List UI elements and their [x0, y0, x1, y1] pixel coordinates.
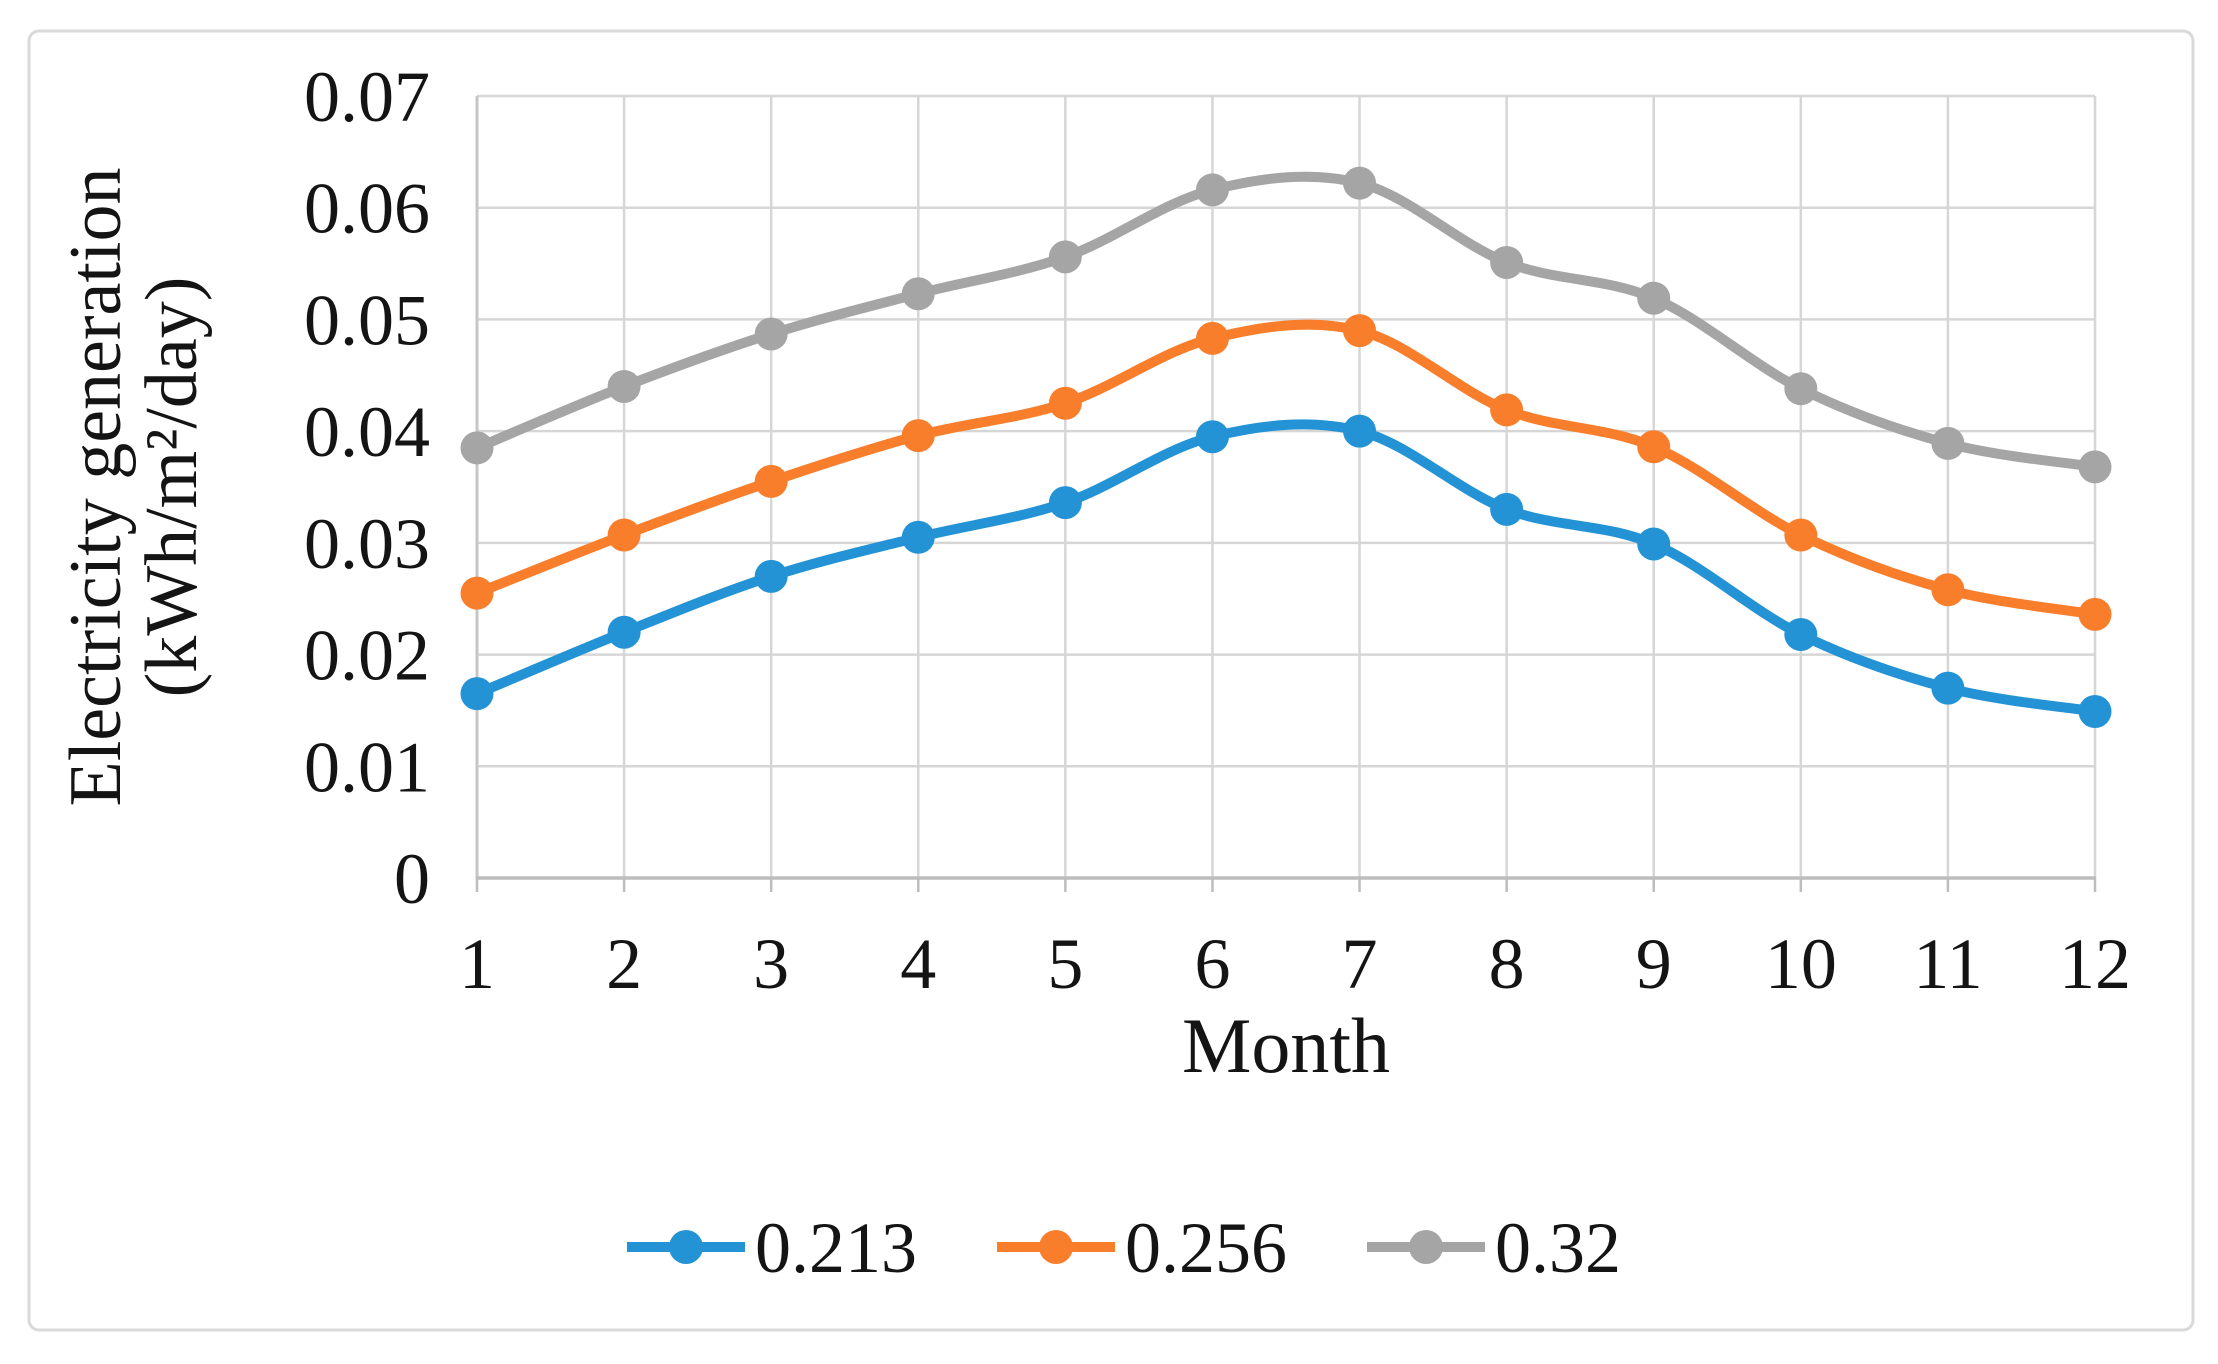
data-point-marker: [460, 431, 494, 465]
y-tick-label: 0.03: [304, 504, 430, 584]
data-point-marker: [1784, 518, 1818, 552]
data-point-marker: [754, 317, 788, 351]
y-tick-label: 0.02: [304, 616, 430, 696]
data-point-marker: [1490, 393, 1524, 427]
data-point-marker: [460, 576, 494, 610]
legend-item-label: 0.32: [1495, 1208, 1621, 1288]
data-point-marker: [1195, 321, 1229, 355]
data-point-marker: [1195, 420, 1229, 454]
legend-marker-dot: [1039, 1230, 1073, 1264]
axes: [475, 96, 2097, 892]
x-tick-label: 11: [1913, 924, 1982, 1004]
legend-item: 0.256: [997, 1208, 1287, 1288]
data-point-marker: [1637, 527, 1671, 561]
series-0.256: [460, 314, 2112, 631]
x-tick-label: 1: [459, 924, 495, 1004]
data-point-marker: [2078, 695, 2112, 729]
x-tick-label: 2: [606, 924, 642, 1004]
data-point-marker: [1343, 166, 1377, 200]
legend-item-label: 0.213: [755, 1208, 917, 1288]
series-0.213: [460, 414, 2112, 729]
x-tick-label: 4: [900, 924, 936, 1004]
x-tick-label: 7: [1342, 924, 1378, 1004]
legend-marker-dot: [669, 1230, 703, 1264]
data-point-marker: [1784, 617, 1818, 651]
x-tick-label: 6: [1194, 924, 1230, 1004]
legend-marker-dot: [1409, 1230, 1443, 1264]
y-tick-label: 0.01: [304, 727, 430, 807]
x-tick-label: 3: [753, 924, 789, 1004]
data-point-marker: [2078, 597, 2112, 631]
data-point-marker: [1931, 671, 1965, 705]
data-point-marker: [607, 369, 641, 403]
data-point-marker: [1490, 492, 1524, 526]
data-point-marker: [1048, 386, 1082, 420]
legend-item: 0.213: [627, 1208, 917, 1288]
legend-item-label: 0.256: [1125, 1208, 1287, 1288]
series-0.32: [460, 166, 2112, 484]
y-tick-label: 0.06: [304, 169, 430, 249]
data-point-marker: [1343, 414, 1377, 448]
x-tick-label: 8: [1489, 924, 1525, 1004]
y-tick-label: 0: [394, 839, 430, 919]
data-point-marker: [754, 464, 788, 498]
x-tick-label: 5: [1047, 924, 1083, 1004]
data-point-marker: [2078, 450, 2112, 484]
data-point-marker: [901, 277, 935, 311]
data-point-marker: [901, 520, 935, 554]
x-tick-label: 10: [1765, 924, 1837, 1004]
data-point-marker: [1195, 173, 1229, 207]
y-axis-title-line2: (kWh/m²/day): [131, 277, 213, 698]
data-point-marker: [754, 559, 788, 593]
data-point-marker: [1490, 245, 1524, 279]
data-point-marker: [1637, 430, 1671, 464]
y-tick-label: 0.07: [304, 57, 430, 137]
data-point-marker: [901, 419, 935, 453]
data-point-marker: [1931, 426, 1965, 460]
x-tick-label: 9: [1636, 924, 1672, 1004]
x-tick-label: 12: [2059, 924, 2131, 1004]
data-point-marker: [607, 518, 641, 552]
data-point-marker: [460, 677, 494, 711]
data-point-marker: [1931, 573, 1965, 607]
data-point-marker: [1048, 240, 1082, 274]
legend-item: 0.32: [1367, 1208, 1621, 1288]
data-point-marker: [1637, 281, 1671, 315]
x-tick-labels: 1 2 3 4 5 6 7 8 9 10 11 12: [459, 924, 2131, 1004]
y-axis-title-line1: Electricity generation: [55, 168, 137, 807]
data-point-marker: [1343, 314, 1377, 348]
figure-border: [27, 29, 2195, 1332]
legend: 0.213 0.256 0.32: [627, 1208, 1621, 1288]
data-point-marker: [607, 615, 641, 649]
data-point-marker: [1048, 486, 1082, 520]
y-tick-labels: 0 0.01 0.02 0.03 0.04 0.05 0.06 0.07: [304, 57, 430, 919]
x-axis-title: Month: [1182, 1002, 1390, 1089]
y-tick-label: 0.05: [304, 280, 430, 360]
series-lines: [460, 166, 2112, 729]
y-tick-label: 0.04: [304, 392, 430, 472]
data-point-marker: [1784, 372, 1818, 406]
